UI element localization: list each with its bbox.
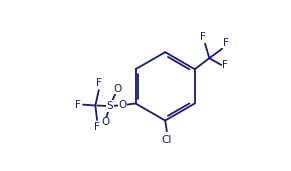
Text: S: S xyxy=(107,101,113,111)
Text: F: F xyxy=(222,60,228,70)
Text: F: F xyxy=(96,78,102,88)
Text: O: O xyxy=(101,117,109,127)
Text: F: F xyxy=(223,38,229,48)
Text: Cl: Cl xyxy=(162,135,172,145)
Text: O: O xyxy=(113,84,122,94)
Text: F: F xyxy=(94,122,100,132)
Text: O: O xyxy=(119,100,127,110)
Text: F: F xyxy=(200,32,206,42)
Text: F: F xyxy=(75,100,81,110)
